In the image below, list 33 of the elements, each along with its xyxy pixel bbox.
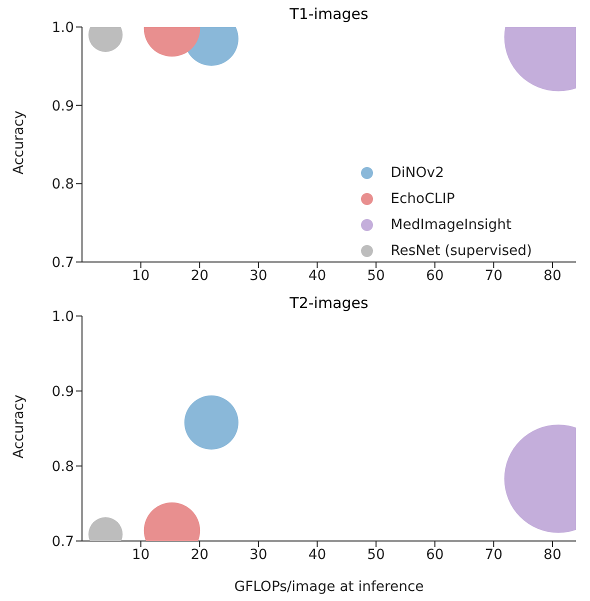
x-tick-label: 80: [544, 546, 562, 563]
x-axis-title: GFLOPs/image at inference: [234, 579, 424, 595]
legend-label: MedImageInsight: [390, 216, 512, 235]
x-tick-label: 10: [132, 546, 150, 563]
legend-label: DiNOv2: [390, 164, 444, 183]
x-tick-label: 40: [308, 546, 326, 563]
x-tick-label: 70: [484, 268, 503, 284]
chart-title: T1-images: [288, 5, 370, 23]
legend-label: ResNet (supervised): [390, 242, 532, 261]
y-tick-label: 1.0: [52, 308, 74, 325]
y-axis-title: Accuracy: [10, 110, 27, 174]
x-tick-label: 30: [250, 546, 268, 563]
y-tick-label: 0.9: [52, 98, 74, 114]
chart-title: T2-images: [288, 294, 370, 312]
y-axis-title: Accuracy: [10, 394, 27, 458]
x-tick-label: 50: [367, 546, 385, 563]
y-tick-label: 0.8: [52, 458, 74, 475]
y-tick-label: 0.7: [52, 534, 74, 550]
y-tick-label: 0.9: [52, 384, 74, 400]
x-tick-label: 50: [367, 268, 385, 284]
legend-label: EchoCLIP: [390, 190, 455, 209]
x-tick-label: 20: [190, 546, 209, 563]
y-tick-label: 0.8: [52, 176, 74, 193]
x-tick-label: 60: [426, 268, 444, 284]
x-tick-label: 30: [250, 268, 268, 284]
x-tick-label: 20: [190, 268, 209, 284]
x-tick-label: 60: [426, 546, 444, 563]
x-tick-label: 70: [484, 546, 503, 563]
y-tick-label: 0.7: [52, 254, 74, 271]
x-tick-label: 10: [132, 268, 150, 284]
x-tick-label: 80: [544, 268, 562, 284]
x-tick-label: 40: [308, 268, 326, 284]
y-tick-label: 1.0: [52, 20, 74, 36]
